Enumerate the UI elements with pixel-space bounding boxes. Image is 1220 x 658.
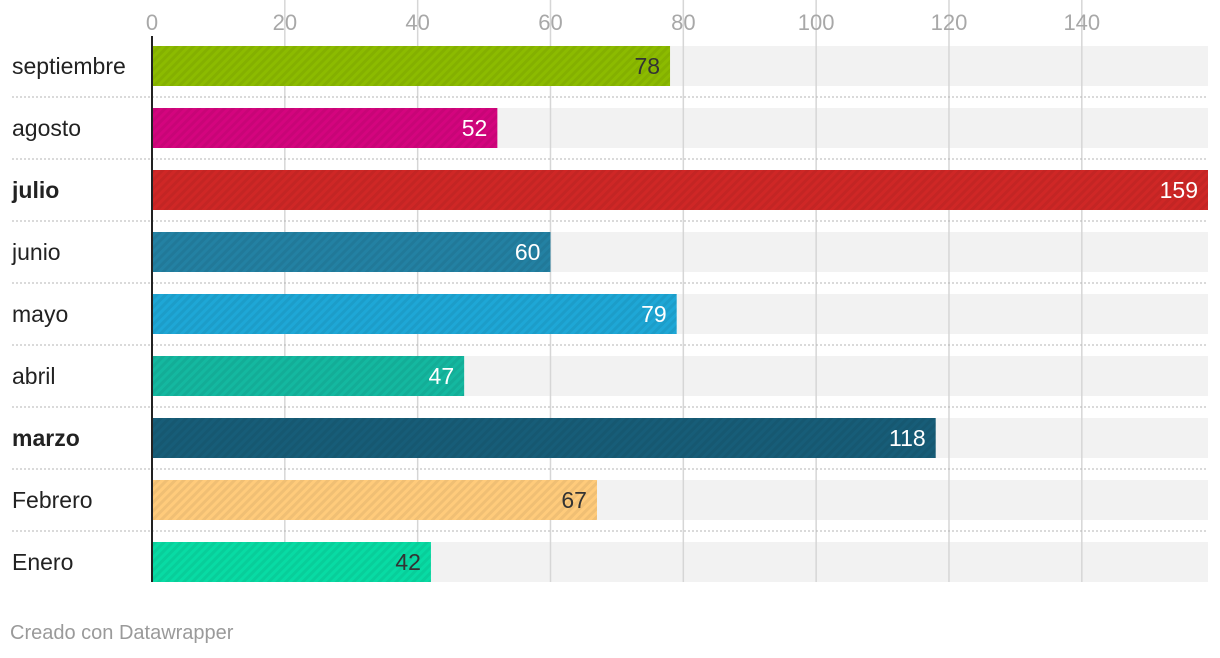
value-label: 42: [395, 549, 421, 575]
category-label: mayo: [12, 301, 68, 327]
x-tick-label: 0: [146, 10, 158, 35]
x-tick-label: 120: [931, 10, 968, 35]
value-label: 78: [634, 53, 660, 79]
x-tick-label: 60: [538, 10, 562, 35]
bar-chart: 0 20 40 60 80 100 120 140 septiembre 78 agosto 52 ju…: [11, 0, 1208, 582]
bar-hatch: [152, 418, 936, 458]
bar-hatch: [152, 480, 597, 520]
bar-hatch: [152, 232, 551, 272]
value-label: 159: [1160, 177, 1198, 203]
bar-hatch: [152, 294, 677, 334]
category-label: Enero: [12, 549, 73, 575]
value-label: 60: [515, 239, 541, 265]
category-label: junio: [11, 239, 61, 265]
bar-hatch: [152, 108, 498, 148]
x-tick-label: 40: [405, 10, 429, 35]
category-label: abril: [12, 363, 55, 389]
value-label: 79: [641, 301, 667, 327]
x-tick-label: 100: [798, 10, 835, 35]
value-label: 47: [429, 363, 455, 389]
category-label: Febrero: [12, 487, 93, 513]
category-label: septiembre: [12, 53, 126, 79]
value-label: 67: [561, 487, 587, 513]
category-label: marzo: [12, 425, 80, 451]
x-tick-label: 80: [671, 10, 695, 35]
bar-hatch: [152, 170, 1208, 210]
footer-credit[interactable]: Creado con Datawrapper: [10, 622, 234, 644]
bar-hatch: [152, 356, 465, 396]
category-label: agosto: [12, 115, 81, 141]
x-tick-label: 140: [1063, 10, 1100, 35]
category-label: julio: [11, 177, 59, 203]
value-label: 52: [462, 115, 488, 141]
bar-hatch: [152, 542, 431, 582]
value-label: 118: [889, 425, 926, 451]
bar-hatch: [152, 46, 671, 86]
x-tick-label: 20: [273, 10, 297, 35]
